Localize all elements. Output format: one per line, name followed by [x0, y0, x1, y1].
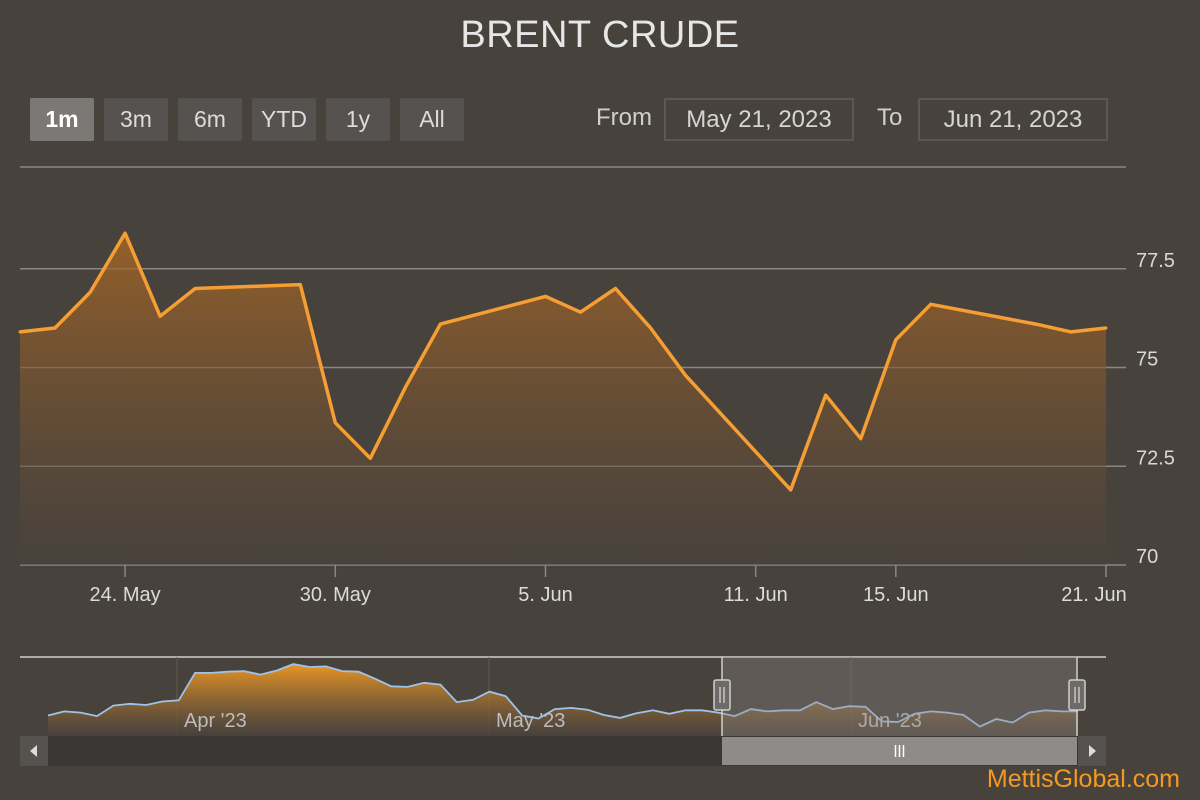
range-all-button[interactable]: All — [400, 98, 464, 141]
brand-link[interactable]: MettisGlobal.com — [986, 765, 1180, 793]
range-3m-button[interactable]: 3m — [104, 98, 168, 141]
navigator-selection — [722, 657, 1077, 736]
price-point — [53, 326, 57, 330]
navigator-line — [47, 663, 1078, 728]
price-point — [789, 488, 793, 492]
price-point — [684, 373, 688, 377]
price-point — [333, 421, 337, 425]
price-point — [543, 294, 547, 298]
price-point — [193, 287, 197, 290]
to-label: To — [877, 104, 903, 131]
x-tick-label: 11. Jun — [724, 584, 788, 606]
price-point — [824, 393, 828, 397]
price-point — [158, 314, 162, 318]
price-point — [1104, 326, 1108, 330]
price-point — [18, 330, 22, 334]
x-tick-label: 21. Jun — [1061, 584, 1127, 606]
navigator-label: May '23 — [496, 710, 565, 732]
price-point — [614, 287, 618, 290]
x-tick-label: 30. May — [300, 584, 371, 606]
price-area-fill — [20, 233, 1106, 565]
price-point — [298, 283, 302, 287]
from-label: From — [596, 104, 652, 131]
price-point — [859, 437, 863, 441]
y-tick-label: 70 — [1136, 546, 1158, 568]
price-point — [579, 310, 583, 314]
navigator-right-handle[interactable] — [1068, 679, 1086, 711]
price-point — [123, 231, 127, 235]
price-point — [649, 326, 653, 330]
navigator-label: Jun '23 — [858, 710, 922, 732]
navigator-area — [48, 664, 1078, 736]
navigator-label: Apr '23 — [184, 710, 247, 732]
range-1m-button[interactable]: 1m — [30, 98, 94, 141]
x-tick-label: 24. May — [90, 584, 161, 606]
price-point — [1069, 330, 1073, 334]
price-point — [1034, 322, 1038, 326]
navigator-left-handle[interactable] — [713, 679, 731, 711]
chart-title: BRENT CRUDE — [460, 14, 740, 56]
x-tick-label: 15. Jun — [863, 584, 929, 606]
range-ytd-button[interactable]: YTD — [252, 98, 316, 141]
from-date-input[interactable]: May 21, 2023 — [664, 98, 854, 141]
y-tick-label: 72.5 — [1136, 447, 1175, 469]
price-line — [19, 231, 1107, 492]
price-point — [929, 302, 933, 306]
price-point — [88, 290, 92, 294]
scroll-right-arrow-icon — [1089, 745, 1096, 757]
y-tick-label: 75 — [1136, 349, 1158, 371]
range-6m-button[interactable]: 6m — [178, 98, 242, 141]
price-point — [368, 456, 372, 460]
x-tick-label: 5. Jun — [518, 584, 572, 606]
scroll-left-arrow-icon — [30, 745, 37, 757]
price-point — [438, 322, 442, 326]
y-tick-label: 77.5 — [1136, 250, 1175, 272]
price-point — [894, 338, 898, 342]
price-point — [403, 385, 407, 389]
to-date-input[interactable]: Jun 21, 2023 — [918, 98, 1108, 141]
range-1y-button[interactable]: 1y — [326, 98, 390, 141]
